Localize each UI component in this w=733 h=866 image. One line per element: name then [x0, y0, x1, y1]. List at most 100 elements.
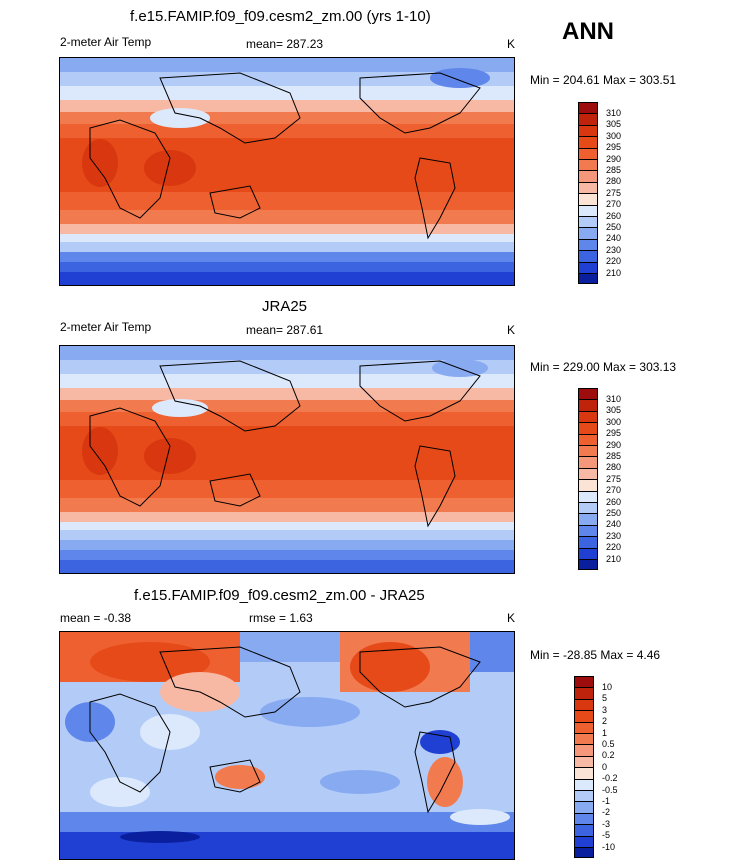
panel3-map: [59, 631, 515, 860]
panel3-rmse-label: rmse = 1.63: [249, 611, 313, 625]
panel3-colorbar-swatch: [574, 710, 594, 722]
panel1-colorbar-swatch: [578, 216, 598, 228]
panel1-colorbar-tick-label: 290: [606, 153, 622, 164]
panel3-colorbar-swatch: [574, 835, 594, 847]
panel3-units: K: [507, 611, 516, 625]
panel1-colorbar-swatch: [578, 124, 598, 137]
panel2-colorbar-swatch: [578, 467, 598, 480]
panel1-colorbar-tick-label: 275: [606, 187, 622, 198]
panel3-colorbar-tick-label: -3: [602, 818, 611, 829]
panel3-colorbar-swatch: [574, 755, 594, 768]
panel2-colorbar-swatch: [578, 422, 598, 434]
panel1-colorbar-swatch: [578, 238, 598, 251]
panel2-colorbar-swatch: [578, 559, 598, 571]
panel1-colorbar-swatch: [578, 204, 598, 216]
panel3-colorbar-tick-label: -2: [602, 807, 611, 818]
panel3-colorbar-swatch: [574, 767, 594, 779]
panel3-colorbar-tick-label: 2: [602, 716, 608, 727]
panel2-colorbar-frame: [578, 388, 598, 571]
panel2-map: [59, 345, 515, 574]
panel2-variable-label: 2-meter Air Temp: [60, 320, 152, 334]
panel2-colorbar-swatch: [578, 513, 598, 525]
panel3-colorbar-swatch: [574, 733, 594, 745]
panel2-colorbar-swatch: [578, 502, 598, 514]
panel3-colorbar-swatch: [574, 790, 594, 802]
panel1-colorbar-tick-label: 280: [606, 176, 622, 187]
panel3-colorbar-swatch: [574, 824, 594, 836]
panel2-colorbar-tick-label: 305: [606, 405, 622, 416]
panel1-colorbar-swatch: [578, 273, 598, 285]
panel3-colorbar-tick-label: 0.5: [602, 738, 615, 749]
panel3-colorbar-tick-label: -0.2: [602, 773, 618, 784]
panel2-mean-label: mean= 287.61: [246, 323, 324, 337]
panel3-colorbar-tick-label: -5: [602, 830, 611, 841]
panel2-map-field: [60, 346, 514, 573]
panel2-colorbar: 310 305 300 295 290 285 280 275 270 260 250 240 230 2…: [578, 388, 638, 571]
panel2-colorbar-tick-label: 275: [606, 473, 622, 484]
panel1-colorbar-swatch: [578, 227, 598, 239]
panel3-mean-label: mean = -0.38: [60, 611, 132, 625]
panel2-colorbar-swatch: [578, 524, 598, 537]
panel3-colorbar-swatch: [574, 847, 594, 859]
panel2-colorbar-swatch: [578, 479, 598, 491]
panel2-colorbar-tick-label: 270: [606, 485, 622, 496]
panel2-colorbar-swatch: [578, 399, 598, 411]
panel1-colorbar-tick-label: 285: [606, 164, 622, 175]
panel1-colorbar-tick-label: 240: [606, 233, 622, 244]
panel2-colorbar-tick-label: 280: [606, 462, 622, 473]
panel3-colorbar-tick-label: -1: [602, 795, 611, 806]
panel1-colorbar-tick-label: 220: [606, 256, 622, 267]
panel1-units: K: [507, 37, 516, 51]
panel3-colorbar-tick-label: 1: [602, 727, 608, 738]
panel1-colorbar-swatch: [578, 159, 598, 171]
panel3-colorbar-tick-label: -0.5: [602, 784, 618, 795]
panel1-colorbar-tick-label: 230: [606, 244, 622, 255]
panel2-colorbar-swatch: [578, 445, 598, 457]
panel2-colorbar-tick-label: 290: [606, 439, 622, 450]
panel2-colorbar-tick-label: 220: [606, 542, 622, 553]
panel2-colorbar-tick-label: 295: [606, 428, 622, 439]
panel1-title: f.e15.FAMIP.f09_f09.cesm2_zm.00 (yrs 1-1…: [130, 8, 431, 25]
panel1-colorbar-swatch: [578, 113, 598, 125]
panel1-colorbar-swatch: [578, 250, 598, 262]
panel3-colorbar-swatch: [574, 778, 594, 790]
panel3-colorbar-swatch: [574, 812, 594, 825]
panel1-colorbar-swatch: [578, 102, 598, 114]
panel2-title: JRA25: [262, 298, 308, 315]
panel1-colorbar-tick-label: 250: [606, 221, 622, 232]
panel3-colorbar: 10 5 3 2 1 0.5 0.2 0 -0.2 -0.5 -1 -2 -3 -5 -10: [574, 676, 634, 859]
season-label: ANN: [562, 18, 614, 45]
panel2-colorbar-tick-label: 310: [606, 393, 622, 404]
panel2-colorbar-tick-label: 210: [606, 553, 622, 564]
panel1-minmax: Min = 204.61 Max = 303.51: [530, 73, 677, 87]
panel2-colorbar-swatch: [578, 388, 598, 400]
panel3-colorbar-tick-label: -10: [602, 841, 616, 852]
panel3-colorbar-swatch: [574, 801, 594, 813]
panel1-variable-label: 2-meter Air Temp: [60, 35, 152, 49]
panel1-colorbar-swatch: [578, 193, 598, 205]
panel1-colorbar-swatch: [578, 261, 598, 273]
panel2-colorbar-swatch: [578, 547, 598, 559]
panel2-colorbar-swatch: [578, 456, 598, 468]
panel2-colorbar-swatch: [578, 490, 598, 502]
panel3-colorbar-frame: [574, 676, 594, 859]
panel3-colorbar-swatch: [574, 744, 594, 756]
panel3-colorbar-tick-label: 10: [602, 681, 613, 692]
panel1-colorbar-tick-label: 300: [606, 130, 622, 141]
panel1-colorbar-tick-label: 295: [606, 142, 622, 153]
panel3-minmax: Min = -28.85 Max = 4.46: [530, 648, 661, 662]
panel2-colorbar-swatch: [578, 410, 598, 423]
panel2-colorbar-tick-label: 230: [606, 530, 622, 541]
panel3-title: f.e15.FAMIP.f09_f09.cesm2_zm.00 - JRA25: [134, 587, 425, 604]
panel3-colorbar-tick-label: 0: [602, 761, 608, 772]
panel3-colorbar-tick-label: 0.2: [602, 750, 615, 761]
panel1-colorbar-swatch: [578, 170, 598, 182]
panel1-colorbar-swatch: [578, 136, 598, 148]
panel1-map: [59, 57, 515, 286]
panel2-colorbar-tick-label: 250: [606, 507, 622, 518]
panel3-map-field: [60, 632, 514, 859]
panel3-colorbar-swatch: [574, 687, 594, 699]
panel2-colorbar-swatch: [578, 536, 598, 548]
panel1-colorbar-tick-label: 210: [606, 267, 622, 278]
panel1-colorbar-swatch: [578, 147, 598, 159]
